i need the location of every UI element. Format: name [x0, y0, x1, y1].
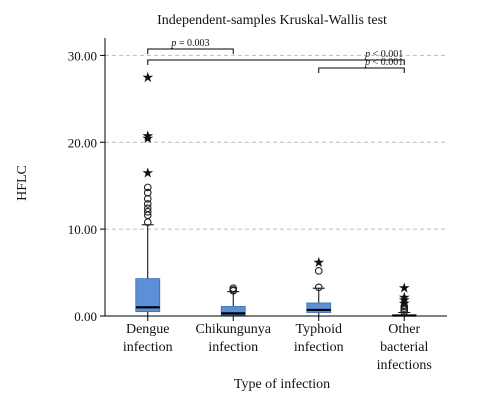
outlier-point [143, 188, 152, 197]
y-tick-labels: 0.00 10.00 20.00 30.00 [68, 48, 97, 324]
comparison-bracket: p < 0.001 [318, 57, 405, 73]
outlier-point [400, 302, 409, 311]
x-tick-label: infection [123, 340, 173, 355]
y-tick-label: 0.00 [74, 309, 97, 324]
p-value-label: p < 0.001 [364, 57, 403, 68]
y-tick-label: 20.00 [68, 135, 97, 150]
box-3 [306, 287, 332, 317]
y-axis-label: HFLC [15, 165, 30, 201]
box-2 [220, 291, 246, 317]
outlier-point [143, 183, 152, 192]
comparison-bracket: p = 0.003 [147, 38, 234, 54]
outlier-point [314, 266, 323, 275]
box-iqr [135, 278, 161, 313]
extreme-point: ★ [398, 293, 411, 308]
axes [100, 38, 447, 321]
y-tick-label: 30.00 [68, 48, 97, 63]
chart-title: Independent-samples Kruskal-Wallis test [157, 13, 387, 28]
x-tick-labels: Dengue infection Chikungunya infection Typho… [123, 322, 432, 373]
box-1 [135, 224, 161, 317]
x-tick-label: Typhoid [296, 322, 342, 337]
outlier-point [314, 283, 323, 292]
x-tick-label: Chikungunya [196, 322, 272, 337]
extreme-point: ★ [398, 281, 411, 296]
extreme-point: ★ [141, 167, 154, 182]
bracket-line [147, 59, 405, 65]
outlier-point [143, 207, 152, 216]
outlier-points: ★★★★★★★★★ [141, 71, 411, 316]
extreme-point: ★ [398, 291, 411, 306]
extreme-point: ★ [312, 256, 325, 271]
x-tick-label: Other [388, 322, 420, 337]
outlier-point [143, 204, 152, 213]
x-tick-label: infection [208, 340, 258, 355]
x-tick-label: infections [377, 358, 432, 373]
y-tick-label: 10.00 [68, 222, 97, 237]
x-tick-label: infection [294, 340, 344, 355]
p-value-label: p < 0.001 [364, 49, 403, 60]
outlier-point [229, 284, 238, 293]
comparison-bracket: p < 0.001 [147, 49, 405, 65]
extreme-point: ★ [141, 71, 154, 86]
bracket-line [318, 67, 405, 73]
boxes [135, 224, 417, 317]
extreme-point: ★ [398, 297, 411, 312]
box-iqr [220, 306, 246, 316]
x-axis-label: Type of infection [234, 377, 330, 392]
extreme-point: ★ [141, 132, 154, 147]
extreme-point: ★ [141, 129, 154, 144]
x-tick-label: bacterial [380, 340, 428, 355]
outlier-point [143, 200, 152, 208]
grid-lines [105, 54, 447, 230]
bracket-line [147, 48, 234, 54]
box-iqr [306, 302, 332, 313]
x-tick-label: Dengue [126, 322, 170, 337]
p-value-label: p = 0.003 [170, 38, 209, 49]
